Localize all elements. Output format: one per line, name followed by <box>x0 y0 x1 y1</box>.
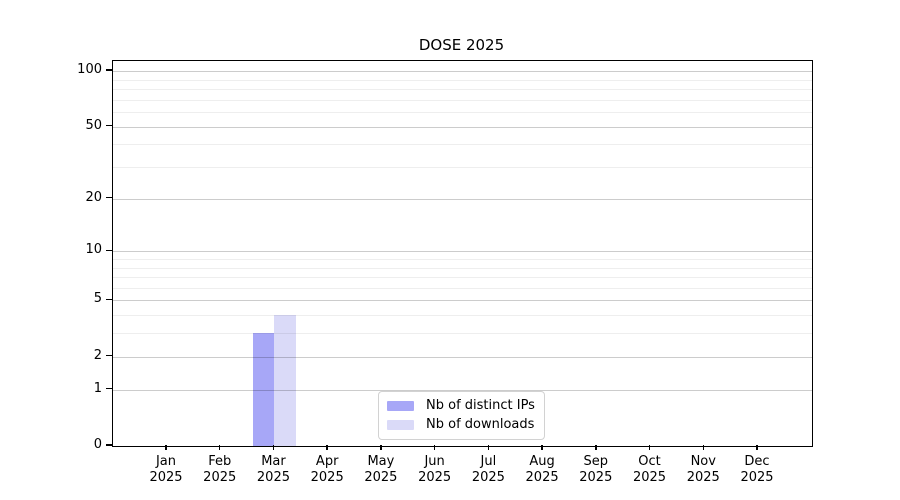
y-tick-label: 20 <box>85 189 102 205</box>
x-tick-month: Oct <box>638 454 661 469</box>
y-tick-label: 50 <box>85 117 102 133</box>
x-tick-month: Mar <box>261 454 286 469</box>
x-tick-label: Aug 2025 <box>515 454 569 486</box>
x-tick-label: Mar 2025 <box>246 454 300 486</box>
x-tick-month: Jan <box>155 454 177 469</box>
x-tick-mark <box>541 445 543 450</box>
x-tick-mark <box>272 445 275 450</box>
y-tick-label: 1 <box>93 380 102 396</box>
legend-label-downloads: Nb of downloads <box>426 417 535 432</box>
plot-area <box>112 60 813 447</box>
minor-gridline <box>113 315 812 317</box>
x-tick-mark <box>487 445 490 450</box>
y-tick-mark <box>106 444 112 446</box>
x-tick-mark <box>326 445 328 450</box>
major-gridline <box>113 389 812 391</box>
x-tick-mark <box>380 445 382 450</box>
x-tick-month: Jun <box>424 454 445 469</box>
minor-gridline <box>113 277 812 279</box>
y-tick-label: 2 <box>93 347 102 363</box>
legend-entry-downloads: Nb of downloads <box>387 417 536 433</box>
x-tick-label: Jun 2025 <box>408 454 462 486</box>
minor-gridline <box>113 79 812 81</box>
x-tick-month: Nov <box>690 454 716 469</box>
legend-label-distinct-ips: Nb of distinct IPs <box>426 398 535 413</box>
major-gridline <box>113 300 812 302</box>
x-tick-label: Oct 2025 <box>623 454 677 486</box>
x-tick-year: 2025 <box>740 470 774 485</box>
x-tick-label: Nov 2025 <box>676 454 730 486</box>
x-tick-mark <box>165 445 167 450</box>
legend-entry-distinct-ips: Nb of distinct IPs <box>387 398 536 414</box>
x-tick-year: 2025 <box>525 470 559 485</box>
x-tick-month: Aug <box>529 454 555 469</box>
x-tick-mark <box>702 445 704 450</box>
y-tick-mark <box>106 124 112 127</box>
x-tick-label: Dec 2025 <box>730 454 784 486</box>
minor-gridline <box>113 89 812 91</box>
x-tick-label: Sep 2025 <box>569 454 623 486</box>
major-gridline <box>113 126 812 128</box>
x-tick-label: May 2025 <box>354 454 408 486</box>
x-tick-label: Feb 2025 <box>193 454 247 486</box>
minor-gridline <box>113 112 812 114</box>
x-tick-year: 2025 <box>310 470 344 485</box>
x-tick-year: 2025 <box>256 470 290 485</box>
major-gridline <box>113 198 812 200</box>
x-tick-month: Dec <box>744 454 770 469</box>
chart-title: DOSE 2025 <box>418 36 505 54</box>
minor-gridline <box>113 267 812 269</box>
x-tick-label: Jul 2025 <box>461 454 515 486</box>
minor-gridline <box>113 258 812 260</box>
x-tick-mark <box>433 445 436 450</box>
x-tick-year: 2025 <box>579 470 613 485</box>
y-tick-mark <box>106 249 112 251</box>
minor-gridline <box>113 287 812 289</box>
x-tick-mark <box>219 445 221 450</box>
x-tick-mark <box>756 445 758 450</box>
legend-swatch-distinct-ips-icon <box>387 401 414 411</box>
bar-downloads <box>274 315 296 446</box>
x-tick-year: 2025 <box>364 470 398 485</box>
x-tick-month: May <box>367 454 395 469</box>
minor-gridline <box>113 144 812 146</box>
x-tick-month: Sep <box>583 454 609 469</box>
major-gridline <box>113 356 812 358</box>
major-gridline <box>113 71 812 73</box>
x-tick-year: 2025 <box>203 470 237 485</box>
y-tick-label: 10 <box>85 242 102 258</box>
y-tick-label: 0 <box>93 437 102 452</box>
y-tick-label: 100 <box>77 62 102 78</box>
y-tick-mark <box>106 298 112 301</box>
major-gridline <box>113 251 812 253</box>
x-tick-mark <box>595 445 597 450</box>
minor-gridline <box>113 99 812 101</box>
y-tick-mark <box>106 388 112 390</box>
x-tick-year: 2025 <box>632 470 667 485</box>
bar-distinct-ips <box>252 333 275 446</box>
x-tick-month: Apr <box>315 454 339 469</box>
x-tick-label: Jan 2025 <box>139 454 193 486</box>
y-tick-mark <box>106 69 112 71</box>
x-tick-year: 2025 <box>418 470 452 485</box>
x-tick-label: Apr 2025 <box>300 454 354 486</box>
minor-gridline <box>113 167 812 169</box>
x-tick-year: 2025 <box>471 470 505 485</box>
x-tick-month: Feb <box>208 454 232 469</box>
x-tick-mark <box>648 445 651 450</box>
y-tick-label: 5 <box>93 291 102 307</box>
legend-swatch-downloads-icon <box>387 420 414 430</box>
x-tick-year: 2025 <box>686 470 720 485</box>
minor-gridline <box>113 333 812 335</box>
x-tick-year: 2025 <box>149 470 183 485</box>
y-tick-mark <box>106 355 112 357</box>
legend: Nb of distinct IPs Nb of downloads <box>378 391 545 440</box>
x-tick-month: Jul <box>480 454 497 469</box>
y-tick-mark <box>106 197 112 199</box>
